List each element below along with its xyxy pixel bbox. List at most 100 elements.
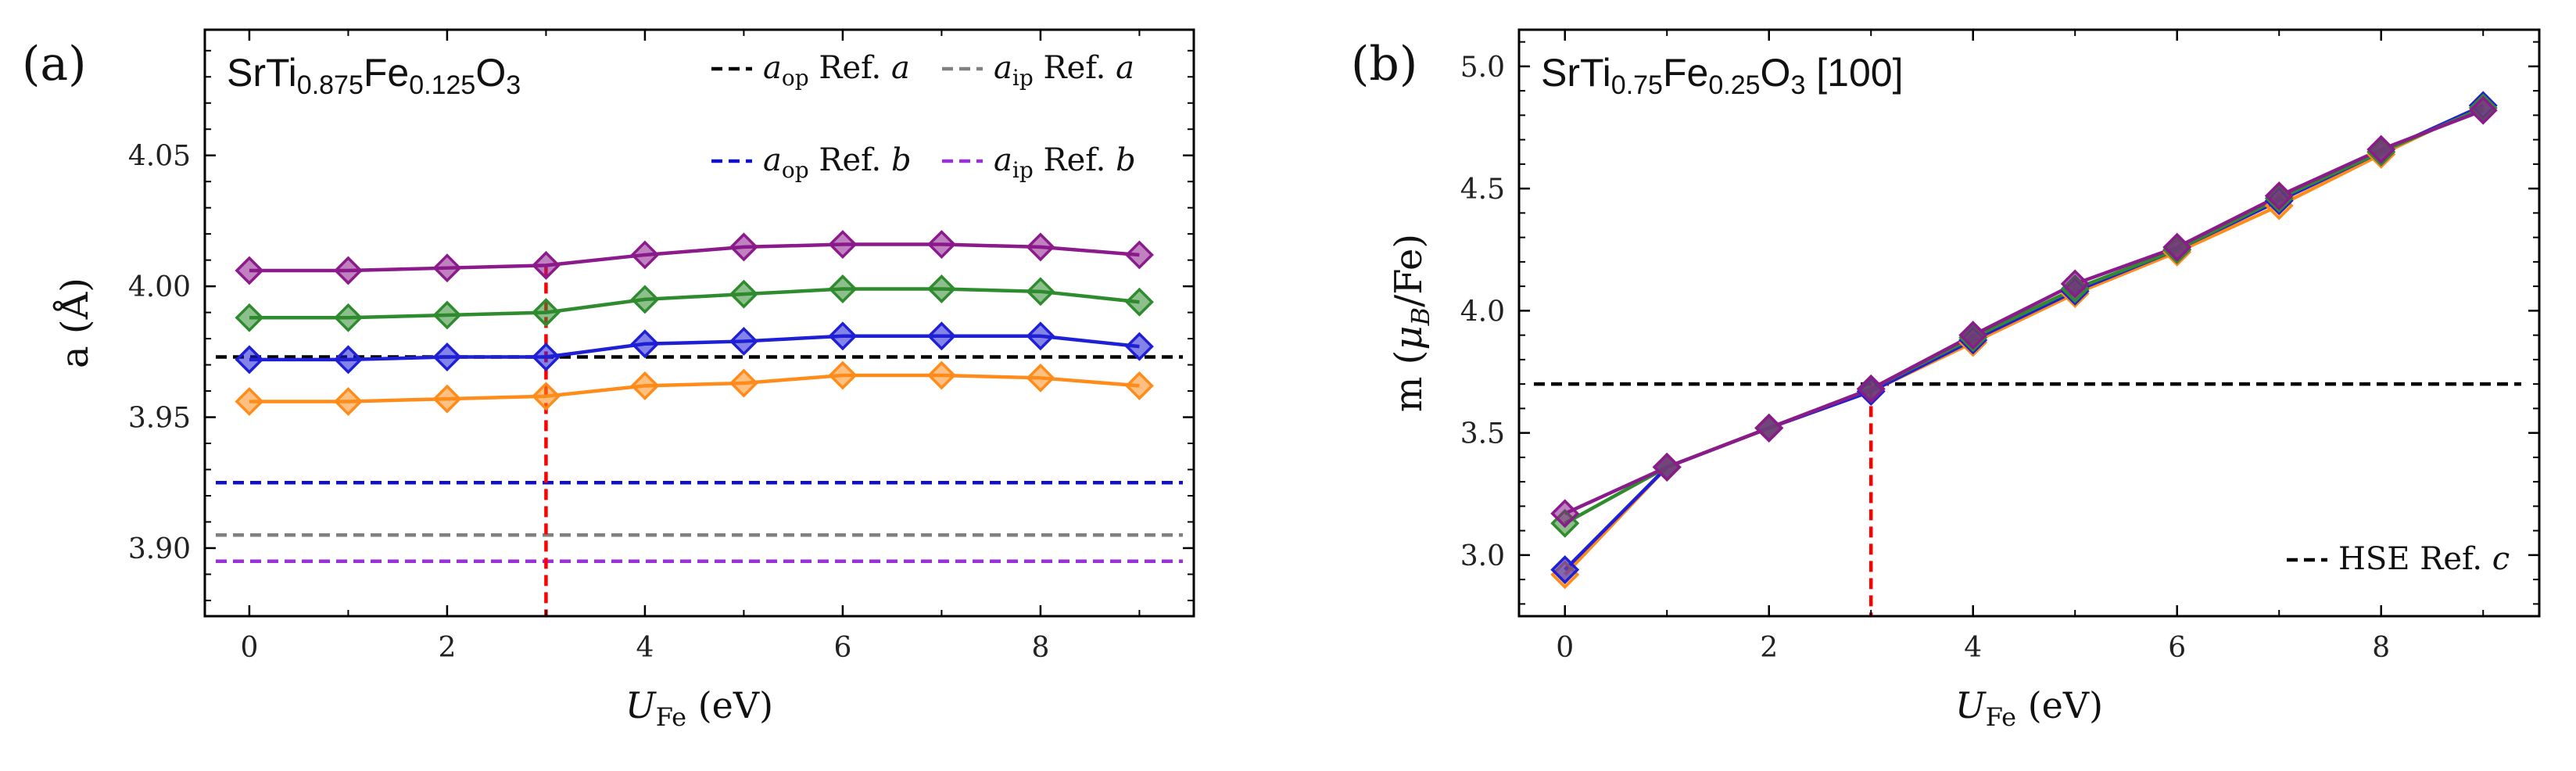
- plot-frame: [1517, 28, 2541, 618]
- legend-entry: aip Ref. b: [994, 142, 1136, 183]
- legend-ref: Ref.: [1034, 50, 1116, 86]
- data-point-purple: [2060, 269, 2090, 299]
- data-point-blue: [926, 321, 956, 351]
- title-part: Fe: [364, 51, 409, 95]
- data-point-purple: [333, 256, 363, 285]
- x-tick-label: 8: [2372, 632, 2390, 664]
- title-suffix: [100]: [1805, 51, 1903, 95]
- data-point-purple: [2162, 232, 2192, 262]
- legend-tag: a: [891, 50, 910, 86]
- data-point-purple: [1856, 374, 1886, 403]
- data-point-purple: [828, 230, 858, 260]
- y-tick-label: 3.90: [128, 533, 191, 565]
- y-label-post: /Fe): [1387, 234, 1431, 307]
- data-point-blue: [333, 345, 363, 375]
- data-point-green: [828, 274, 858, 303]
- series-line-blue: [1564, 103, 2485, 572]
- data-point-blue: [531, 342, 561, 372]
- x-axis-label-var: U: [625, 684, 657, 726]
- legend-sub: op: [782, 157, 809, 183]
- x-tick-label: 6: [2168, 632, 2186, 664]
- x-tick-label: 2: [438, 632, 456, 664]
- data-point-orange: [432, 384, 462, 414]
- title-sub: 0.75: [1611, 70, 1663, 100]
- series-line-orange: [1564, 103, 2485, 576]
- title-sub: 0.125: [409, 70, 475, 100]
- y-axis-label: a (Å): [52, 278, 97, 368]
- data-point-purple: [2468, 95, 2498, 125]
- series-line-blue: [249, 334, 1140, 362]
- data-point-green: [432, 300, 462, 330]
- legend-ref: Ref.: [1034, 142, 1116, 178]
- title-sub: 0.875: [297, 70, 364, 100]
- data-point-purple: [1550, 499, 1580, 529]
- data-point-purple: [729, 232, 758, 262]
- data-point-blue: [630, 329, 660, 359]
- x-axis-label-unit: (eV): [2016, 684, 2103, 726]
- data-point-orange: [828, 360, 858, 390]
- y-axis-label: m (μB/Fe): [1387, 234, 1435, 412]
- y-tick-label: 4.0: [1460, 296, 1505, 328]
- title-sub: 3: [1790, 70, 1805, 100]
- title-part: O: [475, 51, 506, 95]
- x-axis-label-unit: (eV): [686, 684, 773, 726]
- legend-ref: Ref.: [809, 142, 891, 178]
- series-line-purple: [1564, 109, 2485, 515]
- data-point-blue: [1026, 321, 1055, 351]
- data-point-purple: [1124, 240, 1154, 270]
- title-part: SrTi: [1541, 51, 1611, 95]
- plot-frame: [203, 28, 1195, 618]
- title-part: Fe: [1663, 51, 1708, 95]
- data-point-green: [926, 274, 956, 303]
- y-tick-label: 4.05: [128, 141, 191, 173]
- data-point-orange: [1026, 363, 1055, 393]
- x-tick-label: 8: [1031, 632, 1049, 664]
- data-point-purple: [1958, 321, 1988, 350]
- series-line-green: [249, 287, 1140, 320]
- data-point-green: [630, 285, 660, 314]
- data-point-purple: [432, 253, 462, 283]
- plot-area: [216, 230, 1183, 616]
- x-axis-label-var: U: [1955, 684, 1987, 726]
- data-point-green: [235, 303, 264, 332]
- plot-area: [1534, 91, 2521, 616]
- legend-tag: b: [891, 142, 912, 178]
- series-line-orange: [249, 373, 1140, 403]
- legend-entry: aip Ref. a: [994, 50, 1134, 91]
- x-axis-label: UFe (eV): [1955, 684, 2103, 732]
- data-point-purple: [1754, 413, 1784, 443]
- data-point-orange: [1124, 371, 1154, 400]
- series-line-purple: [249, 242, 1140, 273]
- data-point-blue: [235, 345, 264, 375]
- data-point-green: [333, 303, 363, 332]
- x-axis-label: UFe (eV): [625, 684, 773, 732]
- panel-title: SrTi0.75Fe0.25O3 [100]: [1541, 51, 1903, 100]
- data-point-orange: [630, 371, 660, 400]
- title-part: O: [1761, 51, 1791, 95]
- data-point-blue: [432, 342, 462, 372]
- x-tick-label: 2: [1760, 632, 1778, 664]
- legend-text: HSE Ref.: [2338, 541, 2492, 577]
- data-point-green: [1026, 277, 1055, 307]
- data-point-purple: [630, 240, 660, 270]
- panel-label: (b): [1351, 37, 1417, 91]
- data-point-orange: [531, 382, 561, 411]
- legend-tag: a: [1116, 50, 1134, 86]
- panel-label: (a): [22, 37, 87, 91]
- data-point-purple: [1026, 232, 1055, 262]
- title-sub: 0.25: [1708, 70, 1760, 100]
- data-point-purple: [2264, 181, 2294, 210]
- legend-sub: ip: [1012, 65, 1034, 91]
- legend-sym: a: [994, 50, 1012, 86]
- x-tick-label: 4: [636, 632, 654, 664]
- data-point-orange: [333, 386, 363, 416]
- x-tick-label: 6: [833, 632, 851, 664]
- legend-sym: a: [763, 50, 782, 86]
- data-point-green: [1124, 287, 1154, 317]
- legend-sub: op: [782, 65, 809, 91]
- y-tick-label: 5.0: [1460, 52, 1505, 84]
- legend-entry: aop Ref. a: [763, 50, 910, 91]
- data-point-blue: [729, 326, 758, 356]
- title-part: SrTi: [227, 51, 297, 95]
